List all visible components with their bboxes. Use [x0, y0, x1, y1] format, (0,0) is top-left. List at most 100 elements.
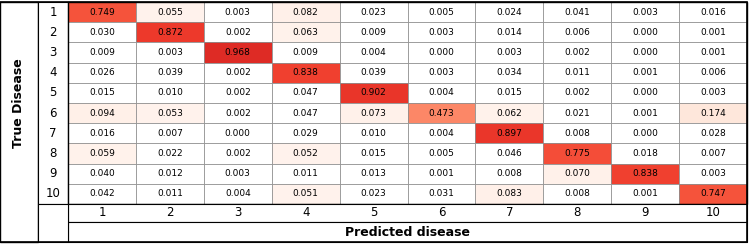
- Text: 5: 5: [49, 86, 57, 99]
- Bar: [407, 184, 476, 204]
- Bar: [68, 204, 747, 222]
- Text: 0.002: 0.002: [225, 109, 251, 118]
- Bar: [136, 22, 204, 42]
- Text: 0.039: 0.039: [360, 68, 386, 77]
- Bar: [136, 184, 204, 204]
- Text: 6: 6: [437, 206, 445, 220]
- Bar: [476, 184, 543, 204]
- Text: 8: 8: [574, 206, 581, 220]
- Text: 0.010: 0.010: [360, 129, 386, 138]
- Text: 0.838: 0.838: [632, 169, 658, 178]
- Text: 0.029: 0.029: [293, 129, 318, 138]
- Bar: [68, 123, 136, 143]
- Bar: [68, 2, 136, 22]
- Text: 0.747: 0.747: [700, 189, 726, 198]
- Bar: [339, 2, 407, 22]
- Bar: [611, 163, 679, 184]
- Bar: [476, 63, 543, 83]
- Text: 0.014: 0.014: [497, 28, 522, 37]
- Text: 0.015: 0.015: [497, 88, 522, 97]
- Text: 0.001: 0.001: [700, 48, 726, 57]
- Text: 0.024: 0.024: [497, 8, 522, 17]
- Bar: [68, 42, 136, 63]
- Bar: [543, 42, 611, 63]
- Bar: [611, 63, 679, 83]
- Bar: [272, 83, 339, 103]
- Text: 0.001: 0.001: [632, 68, 658, 77]
- Bar: [339, 184, 407, 204]
- Bar: [136, 163, 204, 184]
- Bar: [679, 103, 747, 123]
- Bar: [272, 63, 339, 83]
- Bar: [543, 123, 611, 143]
- Text: 0.008: 0.008: [564, 189, 590, 198]
- Bar: [339, 83, 407, 103]
- Bar: [611, 22, 679, 42]
- Text: 0.021: 0.021: [565, 109, 590, 118]
- Bar: [543, 184, 611, 204]
- Text: 0.016: 0.016: [700, 8, 726, 17]
- Text: 8: 8: [49, 147, 57, 160]
- Text: 0.062: 0.062: [497, 109, 522, 118]
- Text: 0.002: 0.002: [565, 48, 590, 57]
- Bar: [272, 163, 339, 184]
- Bar: [407, 2, 476, 22]
- Text: 2: 2: [49, 26, 57, 39]
- Text: 0.002: 0.002: [225, 68, 251, 77]
- Text: 0.003: 0.003: [632, 8, 658, 17]
- Text: 0.000: 0.000: [225, 129, 251, 138]
- Bar: [204, 2, 272, 22]
- Bar: [38, 2, 68, 204]
- Text: 0.775: 0.775: [564, 149, 590, 158]
- Text: 0.028: 0.028: [700, 129, 726, 138]
- Text: 0.002: 0.002: [225, 149, 251, 158]
- Bar: [476, 42, 543, 63]
- Bar: [611, 123, 679, 143]
- Text: 0.070: 0.070: [564, 169, 590, 178]
- Text: 6: 6: [49, 107, 57, 120]
- Text: 0.003: 0.003: [225, 169, 251, 178]
- Bar: [272, 103, 339, 123]
- Bar: [272, 42, 339, 63]
- Bar: [68, 83, 136, 103]
- Bar: [543, 22, 611, 42]
- Text: 0.008: 0.008: [497, 169, 522, 178]
- Text: 5: 5: [370, 206, 377, 220]
- Text: 0.009: 0.009: [89, 48, 115, 57]
- Bar: [476, 103, 543, 123]
- Text: 0.015: 0.015: [89, 88, 115, 97]
- Text: 0.001: 0.001: [632, 109, 658, 118]
- Bar: [68, 63, 136, 83]
- Bar: [339, 143, 407, 163]
- Text: 7: 7: [49, 127, 57, 140]
- Text: 0.004: 0.004: [428, 129, 455, 138]
- Bar: [339, 22, 407, 42]
- Bar: [136, 63, 204, 83]
- Text: 0.000: 0.000: [632, 88, 658, 97]
- Text: 0.042: 0.042: [89, 189, 115, 198]
- Bar: [339, 163, 407, 184]
- Text: Predicted disease: Predicted disease: [345, 225, 470, 238]
- Text: 0.473: 0.473: [428, 109, 455, 118]
- Bar: [0, 2, 38, 242]
- Text: 0.047: 0.047: [293, 109, 318, 118]
- Bar: [272, 184, 339, 204]
- Text: 0.055: 0.055: [157, 8, 183, 17]
- Text: 0.002: 0.002: [565, 88, 590, 97]
- Bar: [339, 123, 407, 143]
- Text: 0.008: 0.008: [564, 129, 590, 138]
- Text: 0.073: 0.073: [360, 109, 386, 118]
- Text: 0.023: 0.023: [361, 8, 386, 17]
- Text: 7: 7: [506, 206, 513, 220]
- Text: 0.009: 0.009: [360, 28, 386, 37]
- Text: 0.047: 0.047: [293, 88, 318, 97]
- Bar: [407, 42, 476, 63]
- Bar: [476, 22, 543, 42]
- Bar: [68, 2, 747, 204]
- Bar: [204, 184, 272, 204]
- Bar: [339, 42, 407, 63]
- Text: 1: 1: [49, 6, 57, 19]
- Text: 0.013: 0.013: [360, 169, 386, 178]
- Bar: [679, 83, 747, 103]
- Text: True Disease: True Disease: [13, 58, 25, 148]
